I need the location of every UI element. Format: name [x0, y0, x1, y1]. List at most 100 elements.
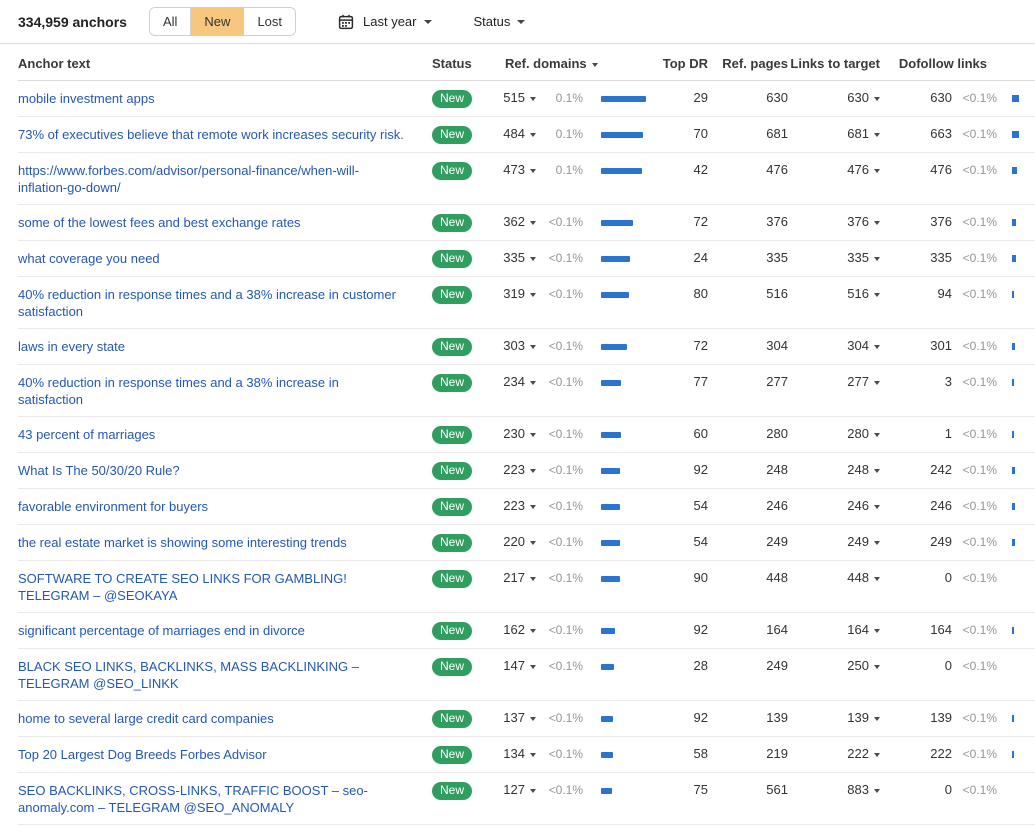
table-row: home to several large credit card compan… [18, 701, 1035, 737]
top-dr-value: 77 [693, 374, 708, 389]
dofollow-links-value: 476 [930, 162, 952, 177]
status-cell: New [432, 534, 480, 552]
ref-domains-dropdown[interactable]: 147 [503, 658, 536, 673]
links-to-target-dropdown[interactable]: 883 [847, 782, 880, 797]
column-header-ref-pages[interactable]: Ref. pages [722, 56, 788, 71]
status-badge: New [432, 498, 473, 516]
ref-domains-dropdown[interactable]: 319 [503, 286, 536, 301]
anchor-link[interactable]: what coverage you need [18, 251, 160, 266]
links-to-target-dropdown[interactable]: 681 [847, 126, 880, 141]
segment-new[interactable]: New [190, 8, 244, 35]
top-dr-value: 92 [693, 710, 708, 725]
column-header-links-to-target[interactable]: Links to target [790, 56, 880, 71]
ref-domains-dropdown[interactable]: 220 [503, 534, 536, 549]
links-to-target-dropdown[interactable]: 222 [847, 746, 880, 761]
dofollow-bar-cell [997, 534, 1035, 546]
links-to-target-dropdown[interactable]: 248 [847, 462, 880, 477]
anchor-link[interactable]: https://www.forbes.com/advisor/personal-… [18, 163, 360, 195]
ref-domains-dropdown[interactable]: 303 [503, 338, 536, 353]
links-to-target-value: 222 [847, 746, 869, 761]
dofollow-links-value: 0 [944, 570, 952, 585]
links-to-target-dropdown[interactable]: 277 [847, 374, 880, 389]
links-to-target-dropdown[interactable]: 164 [847, 622, 880, 637]
ref-domains-bar-cell [583, 534, 658, 546]
links-to-target-dropdown[interactable]: 249 [847, 534, 880, 549]
column-header-top-dr[interactable]: Top DR [662, 56, 708, 71]
ref-domains-dropdown[interactable]: 230 [503, 426, 536, 441]
dofollow-bar [1012, 131, 1019, 138]
ref-pages-value: 164 [766, 622, 788, 637]
ref-domains-percent: <0.1% [548, 659, 583, 673]
anchor-link[interactable]: significant percentage of marriages end … [18, 623, 305, 638]
links-to-target-dropdown[interactable]: 335 [847, 250, 880, 265]
ref-domains-dropdown[interactable]: 137 [503, 710, 536, 725]
ref-domains-dropdown[interactable]: 473 [503, 162, 536, 177]
ref-domains-dropdown[interactable]: 362 [503, 214, 536, 229]
anchor-link[interactable]: the real estate market is showing some i… [18, 535, 347, 550]
ref-domains-bar [601, 380, 621, 386]
anchor-link[interactable]: favorable environment for buyers [18, 499, 209, 514]
anchor-link[interactable]: Top 20 Largest Dog Breeds Forbes Advisor [18, 747, 267, 762]
anchor-link[interactable]: 43 percent of marriages [18, 427, 156, 442]
links-to-target-dropdown[interactable]: 304 [847, 338, 880, 353]
links-to-target-dropdown[interactable]: 376 [847, 214, 880, 229]
anchor-link[interactable]: home to several large credit card compan… [18, 711, 274, 726]
anchor-link[interactable]: 73% of executives believe that remote wo… [18, 127, 404, 142]
ref-domains-dropdown[interactable]: 223 [503, 462, 536, 477]
anchor-link[interactable]: What Is The 50/30/20 Rule? [18, 463, 180, 478]
links-to-target-dropdown[interactable]: 516 [847, 286, 880, 301]
ref-domains-dropdown[interactable]: 484 [503, 126, 536, 141]
links-to-target-dropdown[interactable]: 280 [847, 426, 880, 441]
links-to-target-dropdown[interactable]: 246 [847, 498, 880, 513]
links-to-target-dropdown[interactable]: 250 [847, 658, 880, 673]
ref-domains-dropdown[interactable]: 162 [503, 622, 536, 637]
ref-domains-bar-cell [583, 90, 658, 102]
ref-domains-bar-cell [583, 214, 658, 226]
anchor-link[interactable]: 40% reduction in response times and a 38… [18, 287, 396, 319]
anchor-link[interactable]: mobile investment apps [18, 91, 155, 106]
column-header-status[interactable]: Status [432, 56, 472, 71]
status-cell: New [432, 462, 480, 480]
anchor-link[interactable]: 40% reduction in response times and a 38… [18, 375, 339, 407]
anchor-text-cell: SEO BACKLINKS, CROSS-LINKS, TRAFFIC BOOS… [18, 782, 432, 816]
ref-domains-value: 217 [503, 570, 525, 585]
column-header-ref-domains[interactable]: Ref. domains [480, 56, 658, 71]
table-row: What Is The 50/30/20 Rule? New 223 <0.1% 92 2… [18, 453, 1035, 489]
anchor-link[interactable]: BLACK SEO LINKS, BACKLINKS, MASS BACKLIN… [18, 659, 360, 691]
chevron-down-icon [517, 19, 526, 24]
dropdown-caret-icon [530, 540, 536, 545]
dofollow-bar-cell [997, 710, 1035, 722]
anchor-link[interactable]: laws in every state [18, 339, 125, 354]
column-header-dofollow-links[interactable]: Dofollow links [898, 56, 987, 71]
date-filter-button[interactable]: Last year [338, 14, 432, 30]
ref-domains-dropdown[interactable]: 127 [503, 782, 536, 797]
ref-domains-dropdown[interactable]: 335 [503, 250, 536, 265]
anchor-text-cell: https://www.forbes.com/advisor/personal-… [18, 162, 432, 196]
ref-domains-bar [601, 716, 613, 722]
segment-lost[interactable]: Lost [243, 8, 296, 35]
status-cell: New [432, 622, 480, 640]
ref-pages-value: 681 [766, 126, 788, 141]
anchor-link[interactable]: SEO BACKLINKS, CROSS-LINKS, TRAFFIC BOOS… [18, 783, 368, 815]
dofollow-links-value: 94 [937, 286, 952, 301]
ref-domains-dropdown[interactable]: 515 [503, 90, 536, 105]
links-to-target-value: 376 [847, 214, 869, 229]
links-to-target-dropdown[interactable]: 630 [847, 90, 880, 105]
status-filter-button[interactable]: Status [474, 14, 526, 29]
links-to-target-dropdown[interactable]: 476 [847, 162, 880, 177]
links-to-target-dropdown[interactable]: 448 [847, 570, 880, 585]
ref-domains-dropdown[interactable]: 217 [503, 570, 536, 585]
anchor-link[interactable]: some of the lowest fees and best exchang… [18, 215, 301, 230]
segment-all[interactable]: All [149, 8, 191, 35]
anchor-link[interactable]: SOFTWARE TO CREATE SEO LINKS FOR GAMBLIN… [18, 571, 347, 603]
ref-domains-dropdown[interactable]: 134 [503, 746, 536, 761]
column-header-anchor-text[interactable]: Anchor text [18, 56, 91, 71]
dropdown-caret-icon [874, 540, 880, 545]
ref-domains-value: 484 [503, 126, 525, 141]
ref-pages-value: 248 [766, 462, 788, 477]
ref-domains-dropdown[interactable]: 223 [503, 498, 536, 513]
ref-domains-percent: <0.1% [548, 747, 583, 761]
ref-domains-dropdown[interactable]: 234 [503, 374, 536, 389]
links-to-target-dropdown[interactable]: 139 [847, 710, 880, 725]
ref-pages-value: 335 [766, 250, 788, 265]
